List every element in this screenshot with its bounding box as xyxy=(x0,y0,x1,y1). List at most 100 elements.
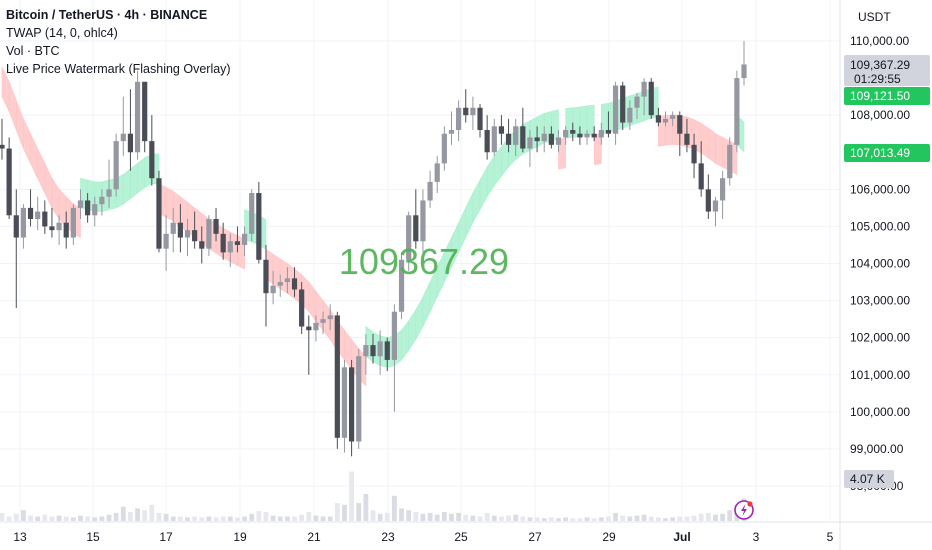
candle-body xyxy=(270,285,276,294)
twap-lower-label: 107,013.49 xyxy=(850,146,910,160)
candle-body xyxy=(263,259,269,294)
price-axis[interactable]: 110,000.00 108,000.00 106,000.00 105,000.00… xyxy=(850,34,910,493)
candle-body xyxy=(605,130,612,134)
candle-body xyxy=(534,137,540,142)
volume-bar xyxy=(491,515,497,521)
candle-body xyxy=(291,278,298,290)
lightning-icon[interactable] xyxy=(734,500,754,520)
candle-body xyxy=(448,130,455,134)
volume-bar xyxy=(698,513,704,521)
volume-bar xyxy=(606,516,611,521)
time-axis[interactable]: 13 15 17 19 21 23 25 27 29 Jul 3 5 xyxy=(13,530,833,544)
x-tick-label: 23 xyxy=(381,530,395,544)
volume-bar xyxy=(548,517,554,521)
candle-body xyxy=(106,189,112,197)
candle-body xyxy=(612,85,619,134)
candle-body xyxy=(734,78,740,145)
candle-body xyxy=(477,107,483,130)
candle-body xyxy=(391,311,398,360)
candle-body xyxy=(434,163,440,182)
candle-body xyxy=(320,319,326,323)
candlesticks xyxy=(0,41,747,457)
candle-body xyxy=(598,130,604,138)
twap-band-segment xyxy=(586,104,595,136)
twap-band-segment xyxy=(30,133,38,179)
symbol-title[interactable]: Bitcoin / TetherUS · 4h · BINANCE xyxy=(6,8,208,22)
volume-bar xyxy=(242,516,247,521)
volume-bar xyxy=(563,517,569,521)
candle-body xyxy=(456,107,462,130)
indicator-watermark[interactable]: Live Price Watermark (Flashing Overlay) xyxy=(6,62,231,76)
candle-body xyxy=(591,133,597,138)
volume-bar xyxy=(413,512,419,521)
indicator-twap[interactable]: TWAP (14, 0, ohlc4) xyxy=(6,26,118,40)
candle-body xyxy=(577,133,583,138)
twap-upper-label: 109,121.50 xyxy=(850,89,910,103)
candle-body xyxy=(334,315,340,438)
candle-body xyxy=(234,241,241,245)
volume-bar xyxy=(21,510,26,521)
twap-band-segment xyxy=(415,296,424,340)
volume-bar xyxy=(434,514,440,521)
twap-band-segment xyxy=(493,145,502,187)
candle-body xyxy=(341,367,348,438)
twap-band-segment xyxy=(344,329,352,371)
candle-body xyxy=(42,211,48,227)
x-tick-label: 17 xyxy=(159,530,173,544)
candle-body xyxy=(441,133,447,164)
x-tick-label: 29 xyxy=(602,530,616,544)
candle-body xyxy=(13,215,19,238)
volume-bar xyxy=(0,512,5,521)
candle-body xyxy=(427,181,433,201)
volume-bar xyxy=(120,506,126,521)
volume-bar xyxy=(349,471,354,521)
volume-bar xyxy=(192,516,198,521)
candle-body xyxy=(241,233,248,245)
volume-bars xyxy=(0,471,747,521)
indicator-volume[interactable]: Vol · BTC xyxy=(6,44,60,58)
volume-bar xyxy=(627,516,633,521)
volume-bar xyxy=(620,515,626,521)
twap-band-segment xyxy=(422,281,431,327)
volume-bar xyxy=(691,515,697,521)
candle-body xyxy=(0,144,5,149)
volume-bar xyxy=(499,516,504,521)
candle-body xyxy=(199,241,205,249)
candle-body xyxy=(163,233,169,249)
volume-bar xyxy=(356,503,362,521)
volume-bar xyxy=(477,516,483,521)
candle-body xyxy=(327,315,333,320)
twap-band-segment xyxy=(308,281,317,322)
y-tick-label: 101,000.00 xyxy=(850,368,910,382)
volume-bar xyxy=(392,495,397,521)
volume-bar xyxy=(256,511,262,521)
volume-bar xyxy=(270,515,276,521)
volume-bar xyxy=(613,512,618,521)
twap-band-segment xyxy=(37,148,46,194)
candle-body xyxy=(627,107,633,123)
y-tick-label: 108,000.00 xyxy=(850,108,910,122)
x-tick-label: 5 xyxy=(827,530,834,544)
candle-body xyxy=(249,193,255,234)
candle-body xyxy=(177,222,183,238)
candle-body xyxy=(513,126,519,145)
candle-body xyxy=(420,200,426,242)
twap-band-segment xyxy=(165,186,174,222)
twap-band-segment xyxy=(593,133,602,165)
volume-bar xyxy=(163,513,169,521)
volume-bar xyxy=(128,512,133,521)
volume-bar xyxy=(641,514,647,521)
volume-bar xyxy=(306,512,312,521)
volume-tag: 4.07 K xyxy=(844,470,894,488)
twap-band-segment xyxy=(137,157,145,194)
last-price-label: 109,367.29 xyxy=(850,58,910,72)
volume-bar xyxy=(513,514,519,521)
volume-bar xyxy=(78,515,83,521)
candle-body xyxy=(527,137,533,149)
volume-bar xyxy=(527,517,533,521)
volume-bar xyxy=(655,517,661,521)
y-tick-label: 100,000.00 xyxy=(850,405,910,419)
volume-bar xyxy=(684,516,690,521)
twap-band-segment xyxy=(472,179,481,223)
